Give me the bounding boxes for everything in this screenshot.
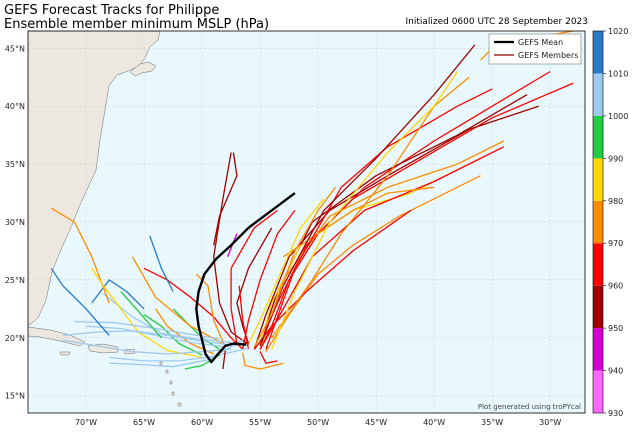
member-track-15 <box>265 88 493 350</box>
member-track-4 <box>259 82 574 344</box>
land-layer <box>28 31 182 407</box>
member-track-45 <box>242 352 284 370</box>
member-track-18 <box>259 44 476 347</box>
member-track-24 <box>238 285 250 350</box>
legend-box <box>488 33 582 65</box>
y-tick-label-3: 30°N <box>5 218 25 227</box>
colorbar-tick-label-3: 960 <box>608 282 623 291</box>
member-track-7 <box>259 140 505 350</box>
colorbar-bin-5 <box>593 158 603 201</box>
legend-mean-label: GEFS Mean <box>518 38 563 47</box>
x-tick-label-3: 55°W <box>249 418 271 427</box>
colorbar-tick-label-9: 1020 <box>608 27 628 36</box>
colorbar-tick-label-7: 1000 <box>608 112 628 121</box>
member-track-34 <box>102 293 232 344</box>
y-tick-label-1: 20°N <box>5 334 25 343</box>
x-tick-label-4: 50°W <box>307 418 329 427</box>
member-track-20 <box>247 198 325 344</box>
member-track-40 <box>50 267 110 336</box>
chart-subtitle: Ensemble member minimum MSLP (hPa) <box>4 17 270 32</box>
colorbar-tick-label-8: 1010 <box>608 69 628 78</box>
member-track-5 <box>253 105 539 350</box>
member-track-33 <box>62 339 232 355</box>
land-hispaniola <box>87 343 119 354</box>
colorbar-tick-label-0: 930 <box>608 409 623 418</box>
initialized-label: Initialized 0600 UTC 28 September 2023 <box>405 17 588 27</box>
member-track-43 <box>120 291 162 339</box>
x-tick-label-6: 40°W <box>423 418 445 427</box>
colorbar-bin-6 <box>593 115 603 159</box>
member-track-30 <box>120 308 203 359</box>
member-track-27 <box>172 308 220 350</box>
mean-track-layer <box>195 192 296 364</box>
member-track-9 <box>265 175 481 352</box>
colorbar-tick-label-6: 990 <box>608 154 623 163</box>
x-tick-label-1: 65°W <box>133 418 155 427</box>
x-tick-label-7: 35°W <box>481 418 503 427</box>
member-track-38 <box>91 279 145 310</box>
colorbar-tick-label-2: 950 <box>608 324 623 333</box>
y-tick-label-2: 25°N <box>5 276 25 285</box>
y-tick-label-4: 35°N <box>5 160 25 169</box>
colorbar-bin-8 <box>593 31 603 74</box>
y-tick-label-5: 40°N <box>5 102 25 111</box>
colorbar-bin-7 <box>593 73 603 116</box>
colorbar: 930 940 950 960 970 980 990 1000 1010 1020 <box>592 27 628 418</box>
member-track-39 <box>149 235 174 292</box>
colorbar-bin-4 <box>593 200 603 244</box>
member-track-37 <box>62 330 237 347</box>
legend-members-label: GEFS Members <box>518 51 578 60</box>
x-axis: 70°W 65°W 60°W 55°W 50°W 45°W 40°W 35°W 30°W <box>75 418 561 427</box>
x-tick-label-5: 45°W <box>365 418 387 427</box>
colorbar-frame <box>592 30 604 414</box>
member-track-10 <box>259 146 505 350</box>
member-track-41 <box>50 207 110 304</box>
member-track-19 <box>253 186 337 348</box>
chart-title: GEFS Forecast Tracks for Philippe <box>4 3 220 18</box>
member-track-6 <box>259 94 528 344</box>
colorbar-bin-3 <box>593 243 603 286</box>
x-tick-label-0: 70°W <box>75 418 97 427</box>
member-track-16 <box>271 76 470 339</box>
colorbar-tick-label-1: 940 <box>608 367 623 376</box>
member-track-0 <box>213 152 249 346</box>
member-track-44 <box>259 351 278 364</box>
mean-track <box>195 192 296 364</box>
member-track-47 <box>222 350 226 370</box>
x-tick-label-2: 60°W <box>191 418 213 427</box>
member-track-12 <box>282 186 435 258</box>
land-jamaica <box>59 351 71 356</box>
y-tick-label-6: 45°N <box>5 44 25 53</box>
member-track-28 <box>155 308 214 355</box>
member-track-25 <box>213 152 238 246</box>
colorbar-tick-label-4: 970 <box>608 239 623 248</box>
member-tracks <box>50 31 574 370</box>
member-track-11 <box>253 209 412 350</box>
legend: GEFS Mean GEFS Members <box>488 33 582 65</box>
y-tick-label-0: 15°N <box>5 392 25 401</box>
member-track-2 <box>143 267 244 350</box>
land-lesser-antilles <box>159 361 182 407</box>
colorbar-bin-1 <box>593 328 603 371</box>
credit-label: Plot generated using troPYcal <box>478 403 581 411</box>
x-tick-label-8: 30°W <box>539 418 561 427</box>
member-track-17 <box>271 71 458 350</box>
member-track-31 <box>131 256 226 346</box>
land-nova-scotia <box>129 61 157 77</box>
member-track-21 <box>242 210 296 350</box>
colorbar-tick-label-5: 980 <box>608 197 623 206</box>
plot-frame <box>27 30 586 414</box>
member-track-22 <box>230 209 278 344</box>
land-northeast-us <box>28 31 161 327</box>
member-track-42 <box>91 267 122 310</box>
y-axis: 15°N 20°N 25°N 30°N 35°N 40°N 45°N <box>5 44 25 400</box>
colorbar-bin-0 <box>593 370 603 413</box>
colorbar-bin-2 <box>593 285 603 329</box>
